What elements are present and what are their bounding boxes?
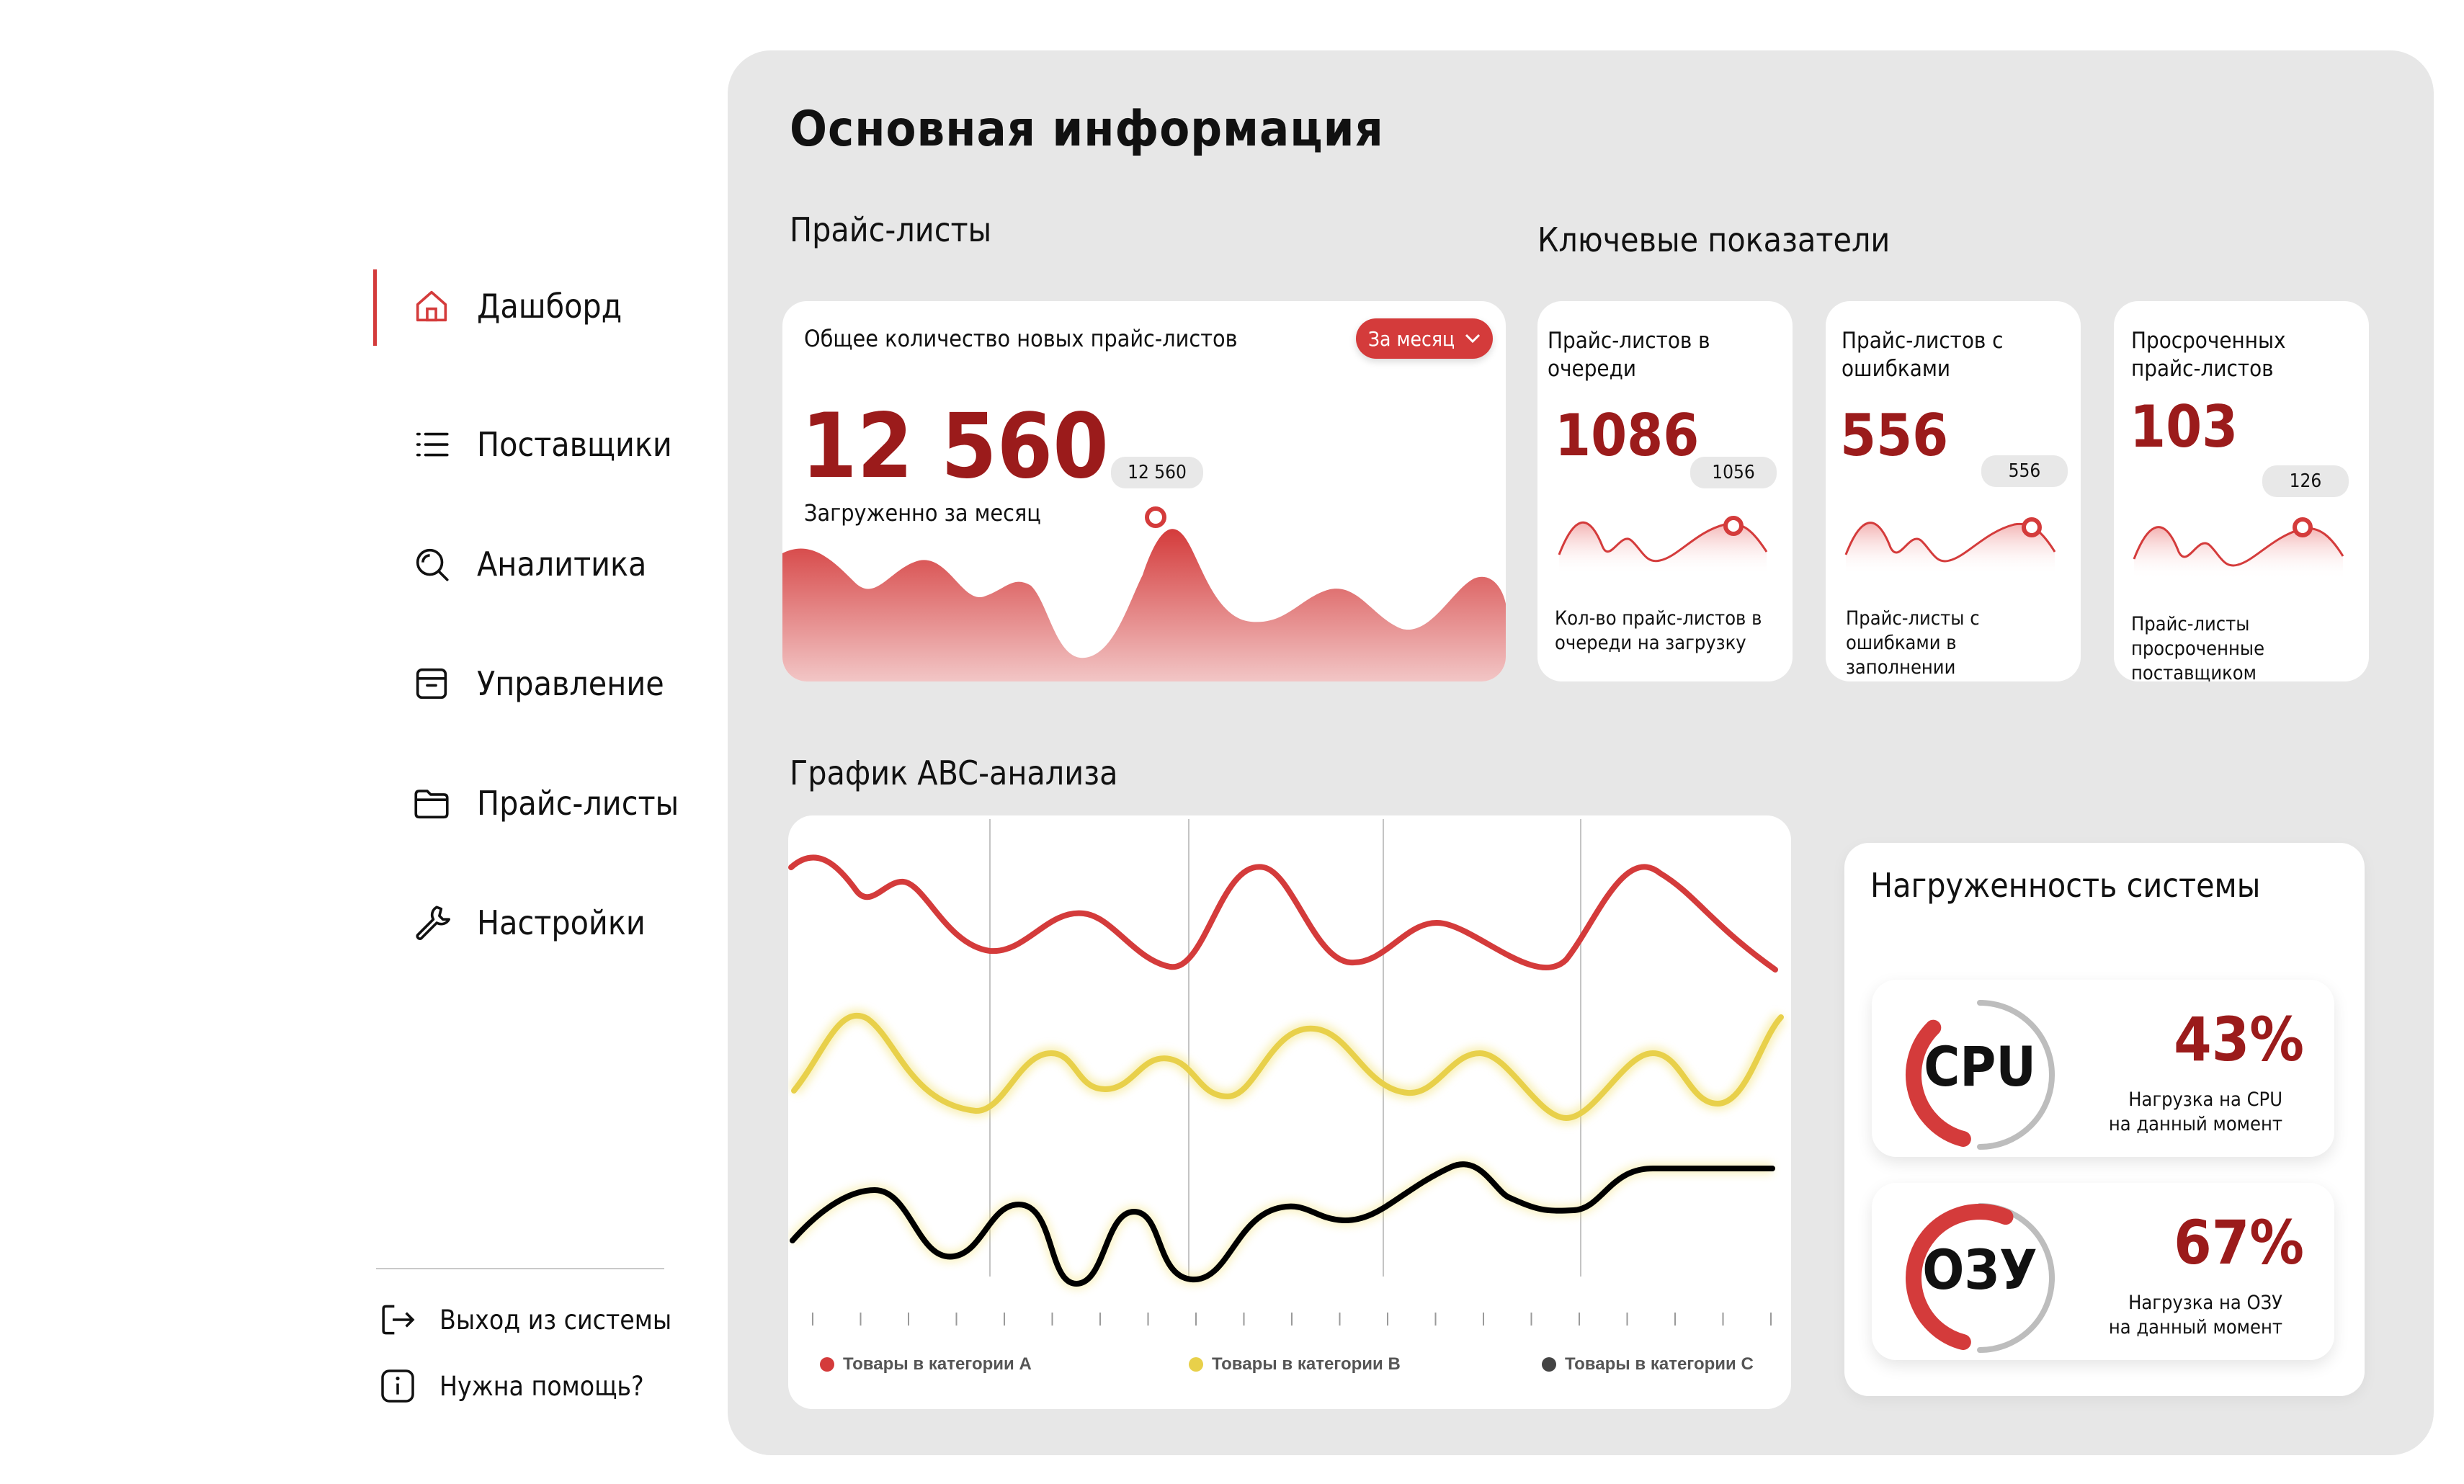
cpu-caption-line: Нагрузка на CPU — [2128, 1089, 2282, 1111]
ram-label: ОЗУ — [1922, 1238, 2037, 1302]
kpi-marker: 556 — [1981, 455, 2068, 487]
pricelist-total-value: 12 560 — [801, 395, 1109, 499]
peak-label: 12 560 — [1111, 457, 1203, 488]
kpi-sparkline — [1558, 516, 1768, 575]
pricelist-card-title: Общее количество новых прайс-листов — [804, 325, 1238, 352]
sidebar-divider — [376, 1268, 664, 1269]
ram-caption-line: Нагрузка на ОЗУ — [2128, 1292, 2282, 1314]
series-c-line — [790, 1161, 1775, 1287]
legend-label: Товары в категории B — [1212, 1354, 1401, 1374]
sidebar-item-dashboard[interactable]: Дашборд — [411, 274, 622, 339]
logout-link[interactable]: Выход из системы — [378, 1297, 671, 1343]
kpi-caption: Прайс-листы просроченные поставщиком — [2131, 613, 2265, 681]
kpi-card-errors: Прайс-листов с ошибками 556 556 Прайс-ли… — [1826, 301, 2081, 681]
kpi-sparkline — [1844, 517, 2056, 575]
info-icon — [381, 1369, 414, 1403]
cpu-percent: 43% — [2174, 1004, 2304, 1075]
period-label: За месяц — [1367, 326, 1455, 351]
legend-label: Товары в категории C — [1565, 1354, 1754, 1374]
kpi-title: Прайс-листов с ошибками — [1842, 328, 2004, 382]
sidebar-item-settings[interactable]: Настройки — [411, 890, 646, 955]
kpi-sparkline — [2133, 517, 2344, 579]
series-a-line — [788, 854, 1778, 973]
key-indicators-title: Ключевые показатели — [1537, 220, 1891, 259]
pricelist-area-chart — [782, 506, 1506, 681]
sidebar-item-analytics[interactable]: Аналитика — [411, 532, 646, 596]
page-title: Основная информация — [790, 101, 1384, 158]
pricelists-section-title: Прайс-листы — [790, 210, 992, 249]
kpi-caption: Прайс-листы с ошибками в заполнении — [1846, 607, 1980, 679]
kpi-card-overdue: Просроченных прайс-листов 103 126 Прайс-… — [2114, 301, 2369, 681]
sidebar-item-management[interactable]: Управление — [411, 651, 664, 716]
home-icon — [416, 290, 447, 322]
system-load-title: Нагруженность системы — [1870, 866, 2261, 905]
analytics-search-icon — [416, 548, 449, 581]
sidebar-item-label: Аналитика — [477, 545, 647, 584]
kpi-value: 1086 — [1555, 402, 1700, 469]
chevron-down-icon — [1465, 334, 1481, 344]
chart-ticks — [812, 1313, 1772, 1326]
legend-item-a: Товары в категории А — [820, 1354, 1032, 1375]
pricelist-caption: Загруженно за месяц — [804, 499, 1041, 527]
kpi-value: 556 — [1840, 402, 1949, 469]
folder-icon — [414, 790, 449, 819]
sidebar-item-label: Прайс-листы — [477, 784, 679, 823]
legend-dot — [1189, 1357, 1203, 1372]
cpu-label: CPU — [1924, 1034, 2036, 1099]
kpi-title: Просроченных прайс-листов — [2131, 328, 2286, 382]
ram-gauge-card: ОЗУ 67% Нагрузка на ОЗУ на данный момент — [1872, 1183, 2334, 1360]
kpi-card-queue: Прайс-листов в очереди 1086 1056 Кол-во … — [1537, 301, 1793, 681]
abc-chart-card: Товары в категории А Товары в категории … — [788, 815, 1791, 1409]
period-dropdown[interactable]: За месяц — [1356, 318, 1493, 359]
cpu-gauge-card: CPU 43% Нагрузка на CPU на данный момент — [1872, 980, 2334, 1157]
archive-box-icon — [416, 668, 447, 699]
wrench-icon — [416, 906, 450, 940]
pricelist-card: Общее количество новых прайс-листов За м… — [782, 301, 1506, 681]
ram-caption-line: на данный момент — [2108, 1315, 2282, 1338]
logout-icon — [382, 1305, 415, 1335]
active-indicator — [373, 269, 377, 346]
kpi-title: Прайс-листов в очереди — [1548, 328, 1710, 382]
sidebar-item-suppliers[interactable]: Поставщики — [411, 412, 672, 477]
kpi-value: 103 — [2130, 393, 2238, 460]
sidebar-item-label: Управление — [477, 664, 664, 703]
help-label: Нужна помощь? — [439, 1370, 644, 1402]
sidebar-item-label: Поставщики — [477, 425, 672, 464]
legend-item-c: Товары в категории C — [1542, 1354, 1754, 1375]
kpi-caption: Кол-во прайс-листов в очереди на загрузк… — [1555, 607, 1762, 654]
logout-label: Выход из системы — [439, 1304, 672, 1336]
sidebar-item-label: Дашборд — [477, 287, 622, 326]
abc-section-title: График ABC-анализа — [790, 754, 1118, 792]
ram-gauge — [1906, 1203, 2055, 1353]
cpu-caption-line: на данный момент — [2108, 1112, 2282, 1135]
legend-dot — [1542, 1357, 1556, 1372]
sidebar-item-label: Настройки — [477, 903, 646, 942]
ram-percent: 67% — [2174, 1207, 2304, 1278]
abc-line-chart — [788, 819, 1786, 1326]
cpu-gauge — [1906, 1000, 2055, 1150]
help-link[interactable]: Нужна помощь? — [378, 1363, 644, 1409]
legend-dot — [820, 1357, 834, 1372]
sidebar-item-pricelists[interactable]: Прайс-листы — [411, 771, 679, 836]
series-b-line — [791, 1012, 1784, 1122]
cpu-caption: Нагрузка на CPU на данный момент — [2088, 1088, 2282, 1137]
chart-gridlines — [989, 819, 1581, 1277]
kpi-marker: 1056 — [1690, 457, 1777, 488]
list-icon — [416, 432, 449, 457]
legend-item-b: Товары в категории B — [1189, 1354, 1401, 1375]
kpi-marker: 126 — [2262, 465, 2349, 497]
ram-caption: Нагрузка на ОЗУ на данный момент — [2088, 1291, 2282, 1340]
legend-label: Товары в категории А — [843, 1354, 1032, 1374]
